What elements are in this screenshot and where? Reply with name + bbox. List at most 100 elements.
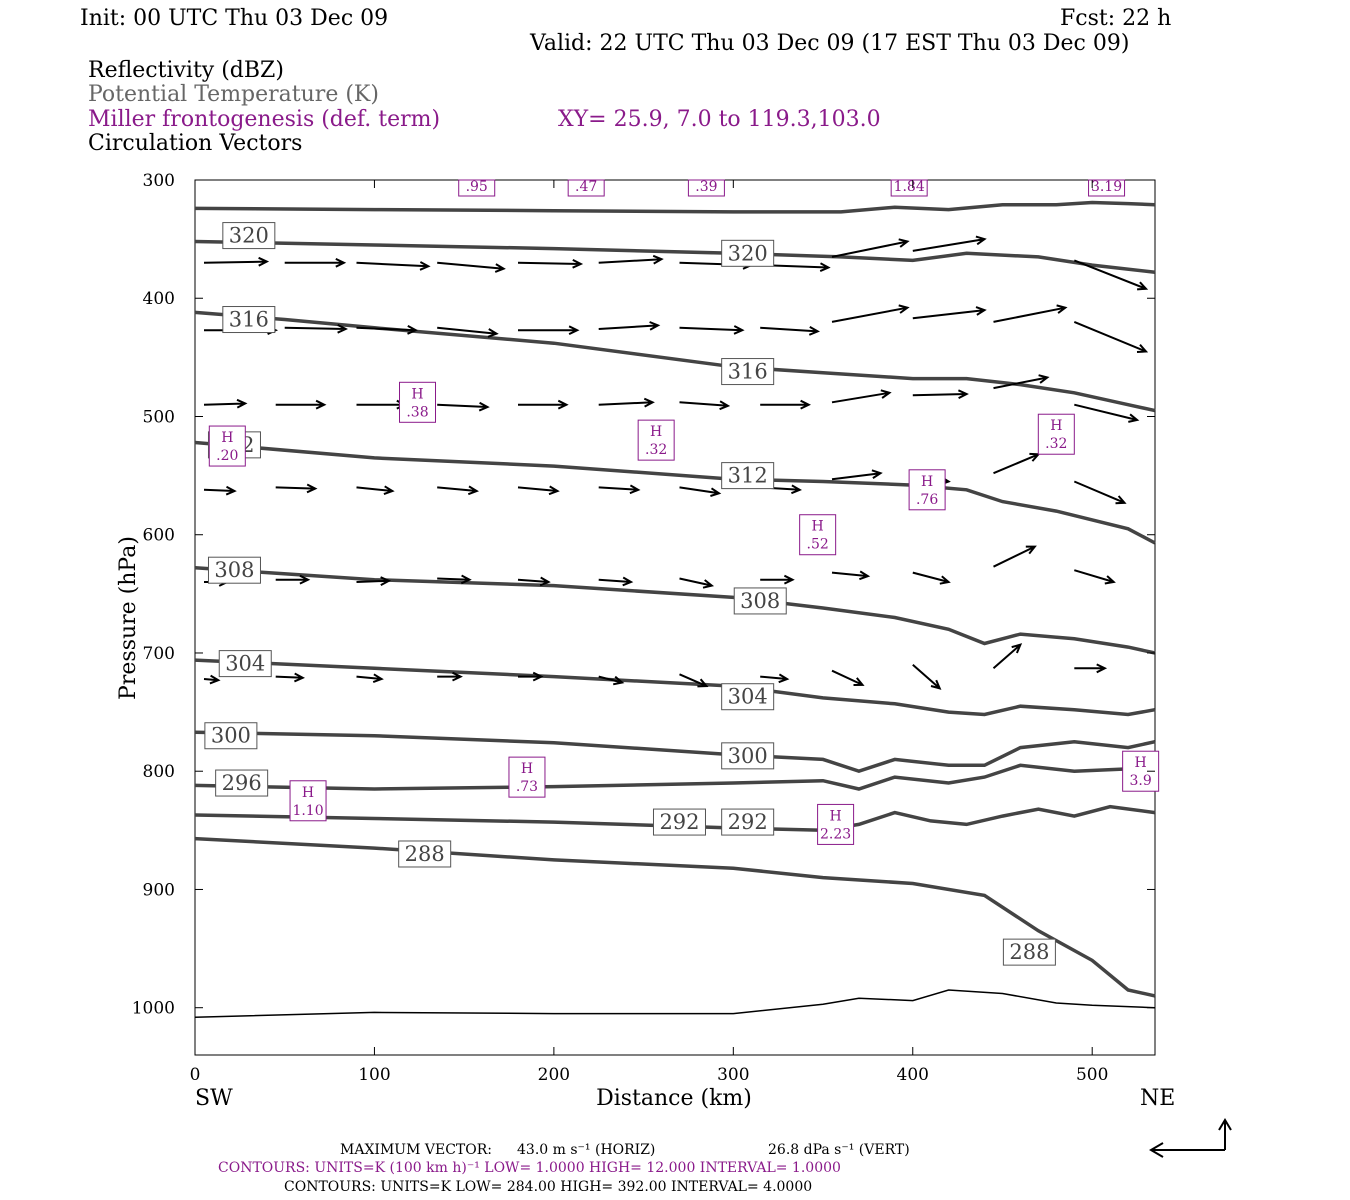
frontogenesis-high-marker: H <box>812 519 824 535</box>
frontogenesis-high-marker: H <box>921 474 933 490</box>
contour-labels: 3203203163163123123083083043043003002962… <box>204 222 1056 966</box>
theta-contour-288 <box>194 836 1156 998</box>
contour-label-box <box>721 808 775 836</box>
circulation-vector <box>912 664 942 690</box>
circulation-vector <box>356 325 418 335</box>
x-left-end-label: SW <box>195 1086 233 1111</box>
circulation-vector <box>679 486 722 497</box>
frontogenesis-high-value: .73 <box>516 779 538 795</box>
theta-contour-308 <box>194 566 1156 655</box>
circulation-vector <box>760 399 811 410</box>
circulation-vector <box>356 673 384 684</box>
circulation-vector <box>760 574 795 585</box>
circulation-vector <box>203 398 248 409</box>
contour-label-box <box>721 239 775 267</box>
theta-contour-320 <box>194 239 1156 274</box>
circulation-vector <box>437 261 506 273</box>
x-right-end-label: NE <box>1140 1086 1175 1111</box>
contour-label: 300 <box>728 744 768 768</box>
theta-contour-info: CONTOURS: UNITS=K LOW= 284.00 HIGH= 392.… <box>284 1179 812 1195</box>
contour-label-box <box>1002 938 1056 966</box>
x-tick-label: 300 <box>717 1065 749 1085</box>
circulation-vector <box>831 304 910 323</box>
circulation-vector <box>437 326 499 338</box>
frontogenesis-high-box <box>399 381 437 423</box>
frontogenesis-high-marker: H <box>221 430 233 446</box>
circulation-vector <box>275 672 305 683</box>
y-tick-label: 1000 <box>132 999 175 1019</box>
circulation-vector <box>518 671 544 682</box>
circulation-vector <box>992 643 1023 670</box>
x-axis-label: Distance (km) <box>596 1086 752 1111</box>
contour-label: 300 <box>211 724 251 748</box>
y-tick-label: 800 <box>143 762 175 782</box>
plot-frame <box>194 179 1156 1056</box>
frontogenesis-high-box <box>508 756 546 798</box>
frontogenesis-high-marker: H <box>1050 418 1062 434</box>
frontogenesis-top-box <box>458 179 496 197</box>
theta-contour-304 <box>194 658 1156 717</box>
frontogenesis-top-value: 3.19 <box>1091 179 1122 195</box>
circulation-vector <box>518 325 580 336</box>
x-tick-label: 400 <box>897 1065 929 1085</box>
frontogenesis-high-marker: H <box>650 424 662 440</box>
y-tick-label: 400 <box>143 289 175 309</box>
frontogenesis-high-marker: H <box>1135 755 1147 771</box>
circulation-vector <box>598 576 634 587</box>
circulation-vector <box>1074 663 1108 674</box>
circulation-vector <box>203 485 237 496</box>
legend-frontogenesis: Miller frontogenesis (def. term) <box>88 107 440 132</box>
x-tick-label: 0 <box>190 1065 201 1085</box>
contour-label-box <box>207 556 261 584</box>
circulation-vector <box>831 570 871 581</box>
forecast-hour: Fcst: 22 h <box>1060 6 1171 31</box>
frontogenesis-high-value: 3.9 <box>1130 773 1152 789</box>
contour-label: 320 <box>728 241 768 265</box>
legend-reflectivity: Reflectivity (dBZ) <box>88 58 284 83</box>
max-vector-label: MAXIMUM VECTOR: <box>340 1142 492 1158</box>
terrain-surface <box>194 989 1156 1018</box>
terrain-line <box>194 989 1156 1018</box>
circulation-vector <box>831 669 865 686</box>
y-axis-label: Pressure (hPa) <box>116 536 141 700</box>
theta-contours <box>194 200 1156 998</box>
frontogenesis-high-marker: H <box>411 386 423 402</box>
reference-vector-icon <box>1149 1118 1232 1158</box>
circulation-vectors <box>203 235 1149 690</box>
circulation-vector <box>437 574 472 585</box>
contour-label: 288 <box>1009 940 1049 964</box>
frontogenesis-top-box <box>687 179 725 197</box>
circulation-vector <box>1073 320 1149 353</box>
contour-label: 304 <box>728 685 768 709</box>
circulation-vector <box>598 675 625 686</box>
contour-label-box <box>721 742 775 770</box>
circulation-vector <box>437 485 479 496</box>
circulation-vector <box>275 483 318 494</box>
frontogenesis-high-box <box>208 425 246 467</box>
frontogenesis-high-value: .76 <box>916 492 938 508</box>
circulation-vector <box>518 399 569 410</box>
theta-contour-296 <box>194 763 1156 791</box>
init-time: Init: 00 UTC Thu 03 Dec 09 <box>80 6 388 31</box>
circulation-vector <box>598 484 641 495</box>
contour-label: 292 <box>728 810 768 834</box>
theta-contour-292 <box>194 804 1156 833</box>
frontogenesis-high-marker: H <box>521 761 533 777</box>
y-tick-label: 300 <box>143 171 175 191</box>
axes: 300 400 500 600 700 800 900 1000 0 100 200 300 400 50… <box>132 171 1155 1085</box>
valid-time: Valid: 22 UTC Thu 03 Dec 09 (17 EST Thu … <box>529 31 1129 56</box>
frontogenesis-top-box <box>1088 179 1126 197</box>
contour-label: 296 <box>222 771 262 795</box>
contour-label-box <box>398 840 452 868</box>
circulation-vector <box>1074 569 1116 585</box>
circulation-vector <box>517 485 560 496</box>
circulation-vector <box>912 571 951 585</box>
contour-label-box <box>204 722 258 750</box>
frontogenesis-top-value: .39 <box>695 179 717 195</box>
frontogenesis-high-box <box>637 419 675 461</box>
y-tick-label: 700 <box>143 644 175 664</box>
circulation-vector <box>912 306 987 320</box>
contour-label: 312 <box>728 464 768 488</box>
contour-label: 288 <box>405 842 445 866</box>
contour-label: 316 <box>728 360 768 384</box>
